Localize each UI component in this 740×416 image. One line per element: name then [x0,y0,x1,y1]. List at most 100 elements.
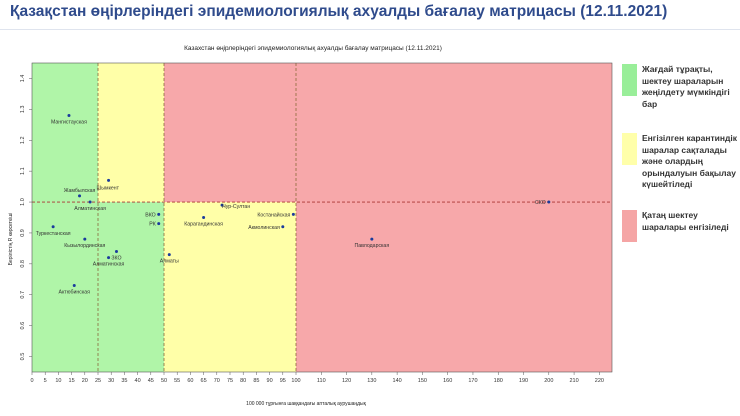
legend-item-green: Жағдай тұрақты, шектеу шараларын жеңілде… [622,64,740,110]
data-point-15 [281,225,285,229]
data-point-label: Туркестанская [36,231,71,237]
legend-label-green: Жағдай тұрақты, шектеу шараларын жеңілде… [642,64,730,109]
x-tick-label: 30 [108,378,114,384]
y-tick-label: 1.4 [20,75,26,83]
legend-item-red: Қатаң шектеу шаралары енгізіледі [622,210,740,242]
data-point-label: Актюбинская [59,289,91,295]
x-tick-label: 60 [187,378,193,384]
data-point-label: Павлодарская [355,243,390,249]
data-point-label: ЗКО [111,255,121,261]
data-point-label: ВКО [145,212,155,218]
x-tick-label: 130 [367,378,376,384]
x-tick-label: 10 [55,378,61,384]
data-point-label: Карагандинская [184,222,223,228]
threshold-lines-layer [32,63,612,372]
x-tick-label: 180 [494,378,503,384]
data-point-label: Мангистауская [51,120,87,126]
x-tick-label: 90 [267,378,273,384]
data-point-label: Костанайская [257,211,290,218]
legend-swatch-green [622,64,637,96]
data-point-2 [78,194,82,198]
x-tick-label: 100 [291,378,300,384]
y-tick-label: 0.6 [20,322,26,330]
data-point-label: СКО [535,200,546,206]
legend-label-red: Қатаң шектеу шаралары енгізіледі [642,210,729,232]
legend-swatch-red [622,210,637,242]
data-point-label: РК [149,222,155,228]
data-point-12 [220,203,224,207]
zones-layer [32,63,612,372]
y-tick-label: 0.9 [20,229,26,237]
y-tick-label: 0.8 [20,260,26,268]
data-point-label: Алматы [160,259,179,265]
y-tick-label: 1.0 [20,198,26,206]
data-point-5 [83,237,87,241]
x-tick-label: 110 [317,378,326,384]
x-tick-label: 120 [342,378,351,384]
plot-frame [31,62,613,373]
data-point-14 [291,212,295,216]
x-tick-label: 15 [69,378,75,384]
x-tick-label: 200 [544,378,553,384]
data-point-9 [157,212,161,216]
data-point-3 [88,200,92,204]
y-tick-label: 1.3 [20,106,26,114]
x-tick-label: 45 [148,378,154,384]
y-tick-label: 1.2 [20,136,26,144]
y-tick-label: 0.5 [20,353,26,361]
data-point-label: Шымкент [97,185,120,191]
x-tick-label: 75 [227,378,233,384]
data-point-11 [167,253,171,257]
legend-label-yellow: Енгізілген карантиндік шаралар сақталады… [642,133,738,189]
y-tick-label: 1.1 [20,167,26,175]
data-point-7 [107,256,111,260]
data-point-8 [72,283,76,287]
y-axis-label: Берілістің R көрсеткіші [8,213,14,266]
data-point-label: Алматинская [74,206,106,212]
data-point-17 [547,200,551,204]
x-tick-label: 220 [595,378,604,384]
legend-item-yellow: Енгізілген карантиндік шаралар сақталады… [622,133,740,191]
data-point-label: Акмолинская [248,225,280,231]
data-point-label: Алматинская [93,262,125,268]
data-point-label: Нур-Султан [222,204,250,210]
x-tick-label: 55 [174,378,180,384]
scatter-chart: Казахстан өңірлеріндегі эпидемиологиялық… [8,44,613,407]
zone-2 [296,63,612,372]
data-point-0 [67,114,71,118]
x-tick-label: 35 [121,378,127,384]
x-tick-label: 5 [44,378,47,384]
data-point-1 [107,178,111,182]
slide-title: Қазақстан өңірлеріндегі эпидемиологиялық… [10,3,668,20]
x-tick-label: 70 [214,378,220,384]
title-divider [0,29,740,30]
x-tick-label: 210 [569,378,578,384]
x-tick-label: 25 [95,378,101,384]
chart-title: Казахстан өңірлеріндегі эпидемиологиялық… [184,44,442,52]
data-point-label: Жамбылская [64,188,96,194]
data-point-6 [114,249,118,253]
x-axis-label: 100 000 тұрғынға шаққандағы апталық ауру… [246,401,366,407]
zone-4 [164,63,296,203]
x-tick-label: 160 [443,378,452,384]
data-point-13 [202,216,206,219]
x-tick-label: 150 [418,378,427,384]
x-tick-label: 190 [519,378,528,384]
x-tick-label: 65 [201,378,207,384]
data-point-label: Кызылординская [64,243,105,249]
x-tick-label: 20 [82,378,88,384]
axes-layer: 0 5 10 15 20 25 30 35 40 45 50 55 60 65 70 75 80 85 90 95 10… [20,62,613,384]
x-tick-label: 50 [161,378,167,384]
data-point-4 [51,225,55,229]
x-tick-label: 0 [30,378,33,384]
data-point-16 [370,237,374,241]
legend-swatch-yellow [622,133,637,165]
x-tick-label: 170 [468,378,477,384]
x-tick-label: 85 [253,378,259,384]
x-tick-label: 95 [280,378,286,384]
zone-3 [98,63,164,203]
x-tick-label: 140 [393,378,402,384]
x-tick-label: 80 [240,378,246,384]
y-tick-label: 0.7 [20,291,26,299]
